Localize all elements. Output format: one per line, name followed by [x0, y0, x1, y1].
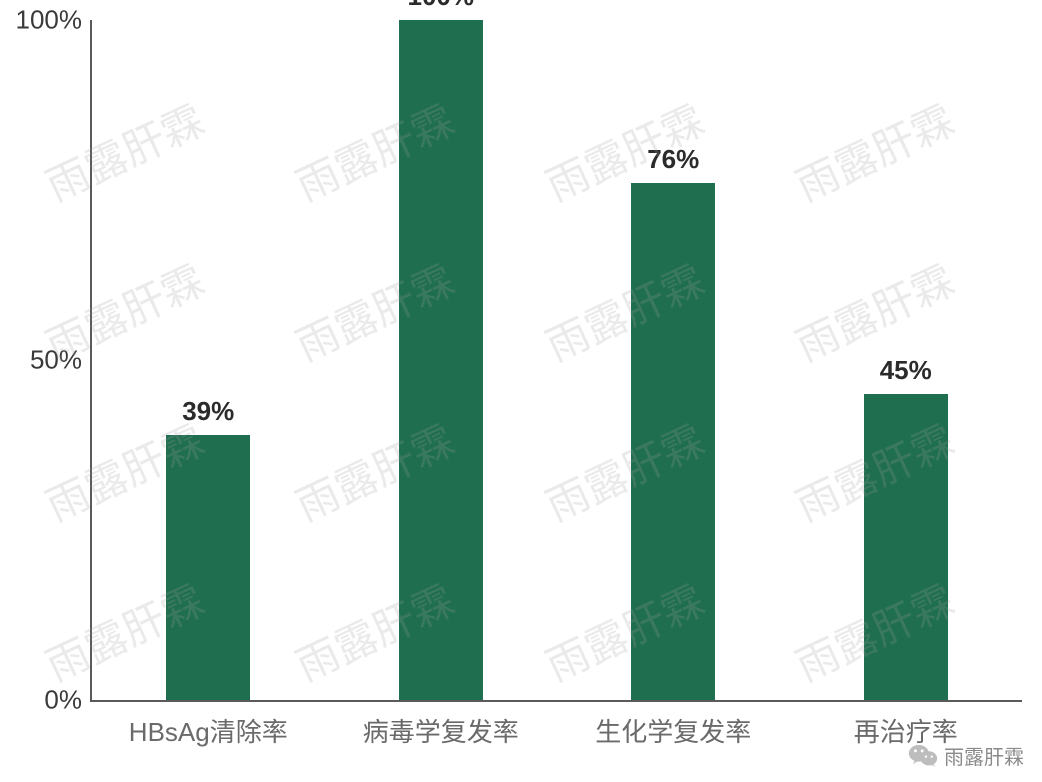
y-axis-tick-label: 50% — [30, 345, 92, 376]
wechat-badge-text: 雨露肝霖 — [944, 741, 1024, 770]
bar: 39% — [166, 435, 250, 700]
y-axis-tick-label: 0% — [44, 685, 92, 716]
x-axis-tick-label: 生化学复发率 — [595, 700, 751, 749]
bar: 100% — [399, 20, 483, 700]
y-axis-tick-label: 100% — [16, 5, 93, 36]
plot-area: 0%50%100%39%HBsAg清除率100%病毒学复发率76%生化学复发率4… — [90, 20, 1022, 702]
x-axis-tick-label: HBsAg清除率 — [129, 700, 288, 749]
bar: 76% — [631, 183, 715, 700]
wechat-badge: 雨露肝霖 — [908, 740, 1024, 770]
bar-value-label: 76% — [647, 144, 699, 183]
bar: 45% — [864, 394, 948, 700]
bar-value-label: 45% — [880, 355, 932, 394]
bar-value-label: 100% — [407, 0, 474, 20]
bar-chart: 0%50%100%39%HBsAg清除率100%病毒学复发率76%生化学复发率4… — [0, 0, 1042, 782]
wechat-icon — [908, 740, 938, 770]
x-axis-tick-label: 病毒学复发率 — [363, 700, 519, 749]
bar-value-label: 39% — [182, 396, 234, 435]
